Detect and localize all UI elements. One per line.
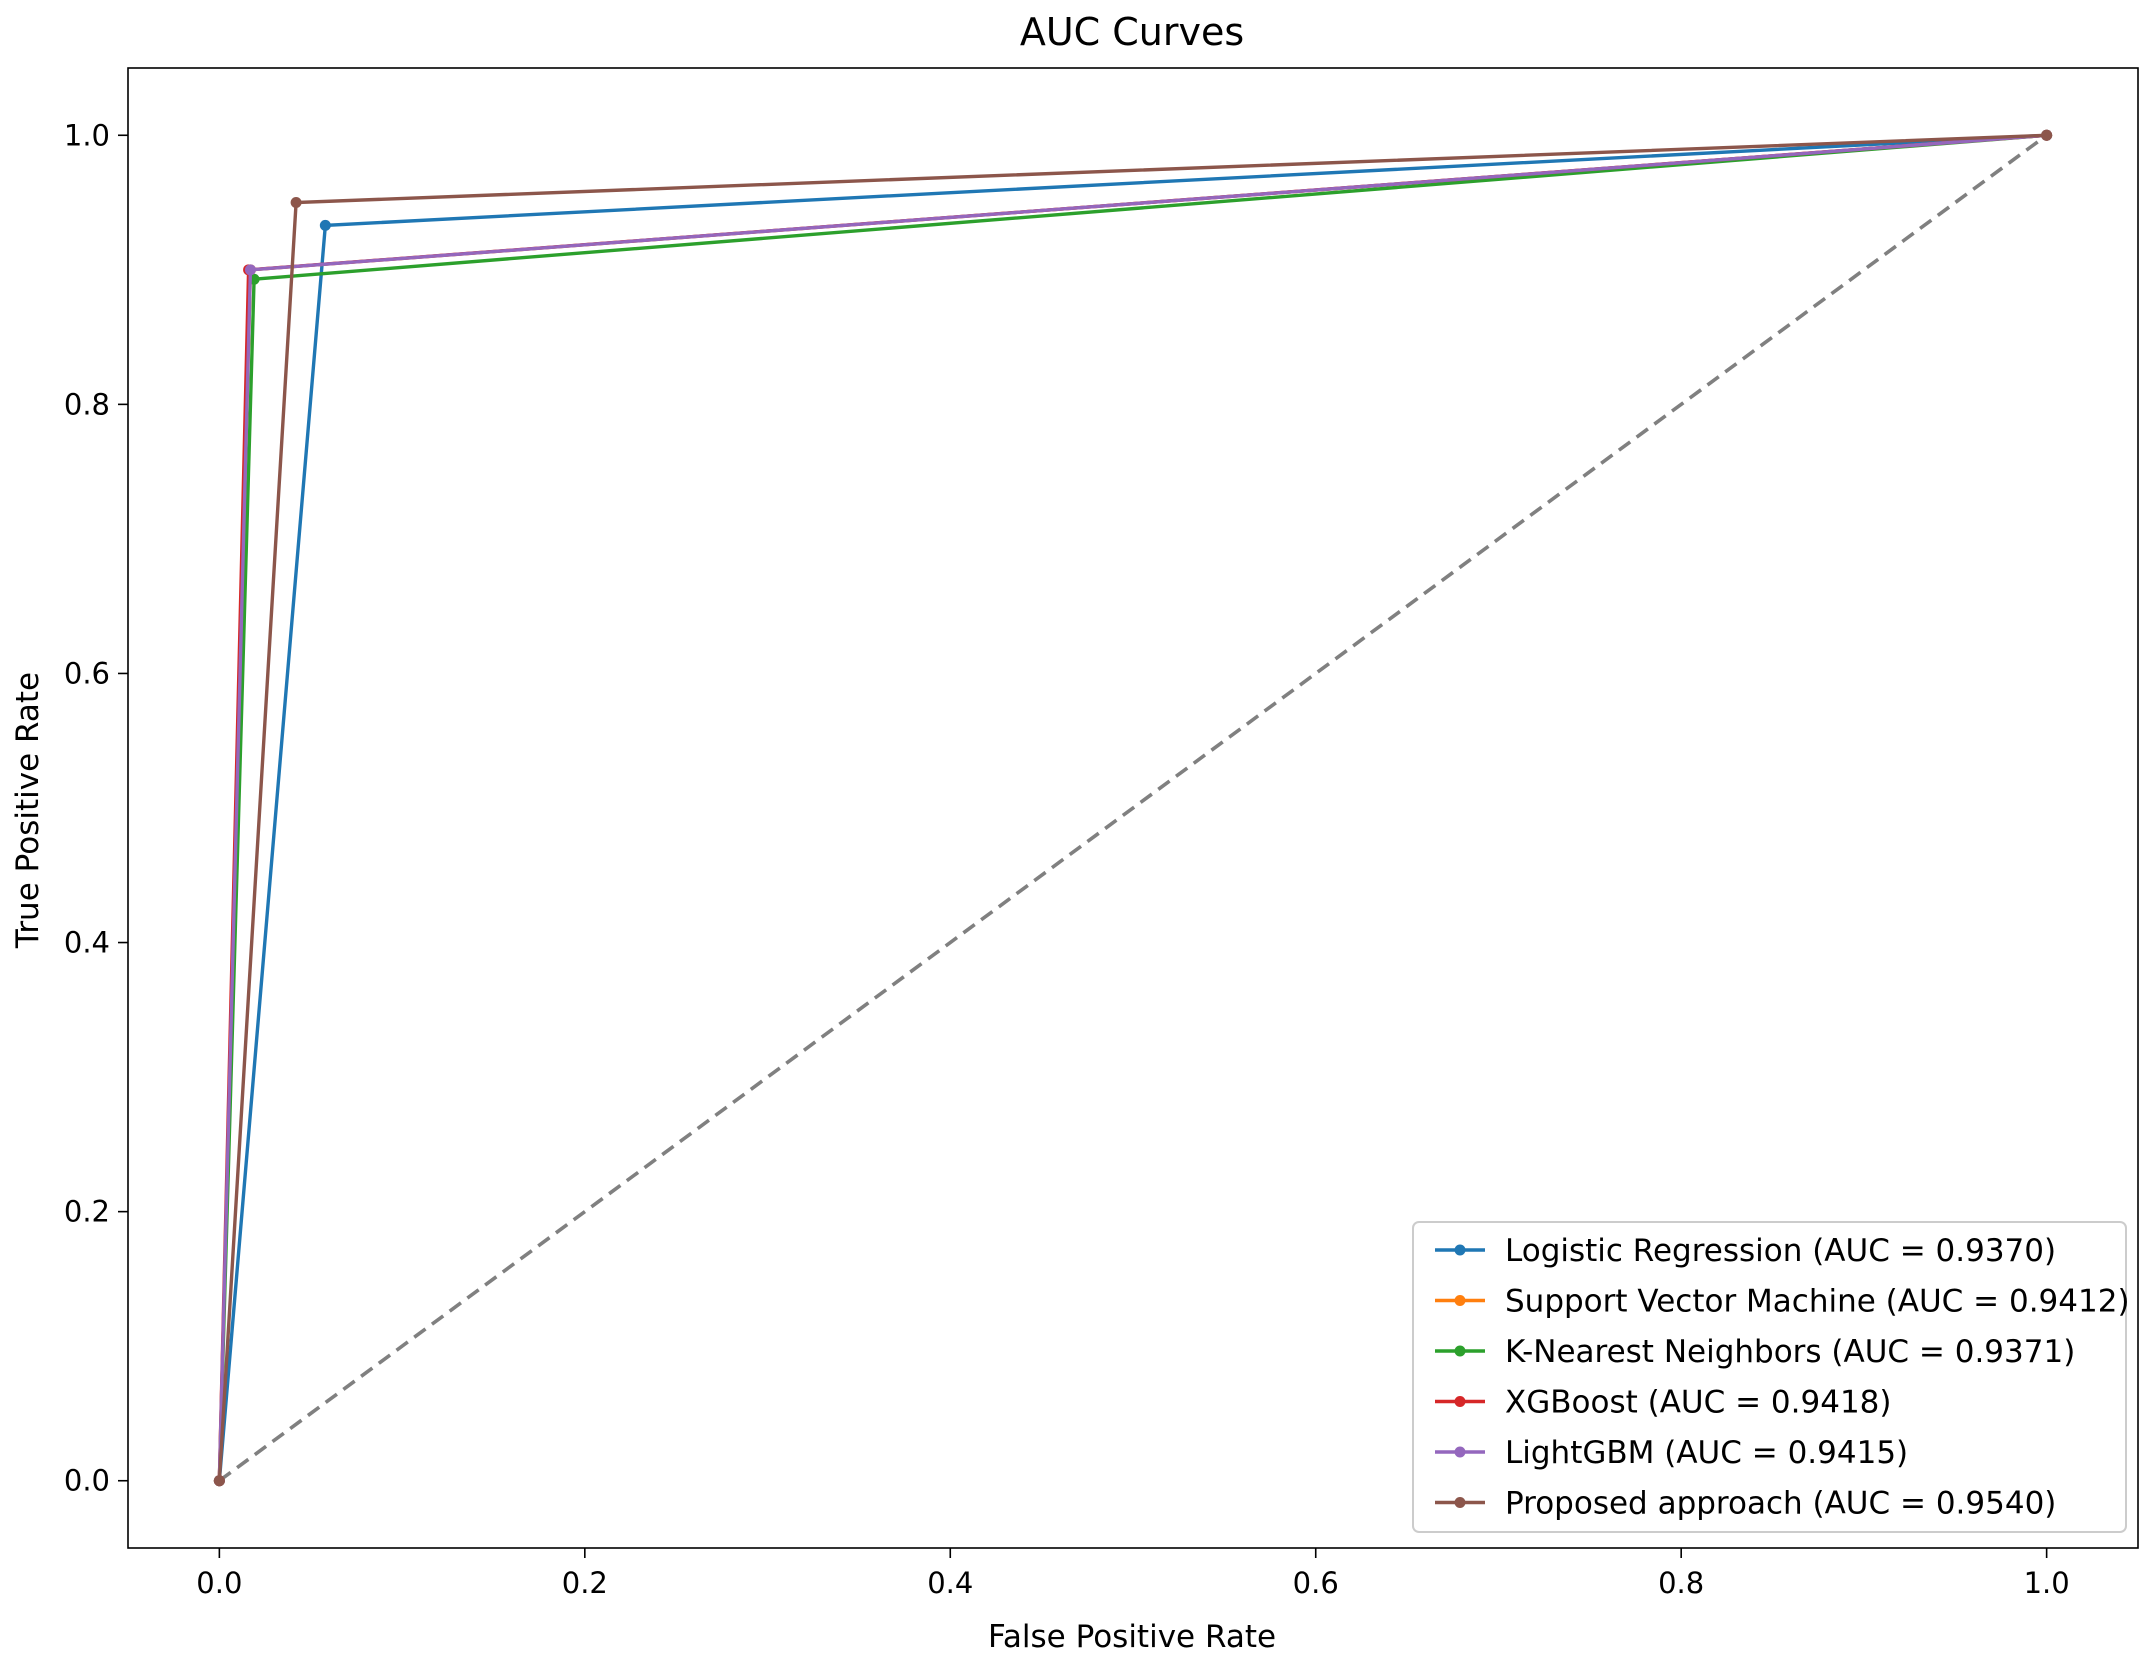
y-tick-label: 0.8 xyxy=(64,387,110,421)
data-point xyxy=(2041,129,2053,141)
x-tick-label: 0.2 xyxy=(562,1566,608,1600)
data-point xyxy=(290,197,302,209)
x-tick-label: 1.0 xyxy=(2024,1566,2070,1600)
plot-area xyxy=(127,67,2139,1549)
y-tick-label: 0.4 xyxy=(64,926,110,960)
legend-label: K-Nearest Neighbors (AUC = 0.9371) xyxy=(1505,1334,2075,1370)
diagonal-reference-line xyxy=(218,133,2048,1483)
x-tick-label: 0.8 xyxy=(1658,1566,1704,1600)
legend-label: Support Vector Machine (AUC = 0.9412) xyxy=(1505,1284,2130,1320)
legend-swatch-marker xyxy=(1454,1244,1466,1256)
legend-label: XGBoost (AUC = 0.9418) xyxy=(1505,1385,1892,1421)
chart-title: AUC Curves xyxy=(1020,10,1244,54)
y-axis-label: True Positive Rate xyxy=(10,672,46,949)
legend-label: LightGBM (AUC = 0.9415) xyxy=(1505,1435,1908,1471)
y-tick-label: 0.2 xyxy=(64,1195,110,1229)
y-tick-label: 0.0 xyxy=(64,1464,110,1498)
legend-swatch-marker xyxy=(1454,1497,1466,1508)
x-tick-label: 0.4 xyxy=(927,1566,973,1600)
y-tick-label: 1.0 xyxy=(64,118,110,152)
y-axis: 0.0 0.2 0.4 0.6 0.8 1.0 xyxy=(64,118,128,1498)
data-point xyxy=(213,1475,225,1487)
legend-label: Logistic Regression (AUC = 0.9370) xyxy=(1505,1233,2056,1269)
legend-entry: Proposed approach (AUC = 0.9540) xyxy=(1435,1486,2056,1522)
y-tick-label: 0.6 xyxy=(64,656,110,690)
legend-swatch-marker xyxy=(1454,1295,1466,1306)
legend-entry: Logistic Regression (AUC = 0.9370) xyxy=(1435,1233,2056,1269)
x-axis-label: False Positive Rate xyxy=(988,1619,1276,1655)
legend-label: Proposed approach (AUC = 0.9540) xyxy=(1505,1486,2056,1522)
legend-entry: LightGBM (AUC = 0.9415) xyxy=(1435,1435,1908,1471)
data-point xyxy=(244,264,256,276)
legend-box xyxy=(1412,1221,2127,1533)
legend-entry: Support Vector Machine (AUC = 0.9412) xyxy=(1435,1284,2130,1320)
legend-swatch-marker xyxy=(1454,1396,1466,1407)
legend-entry: XGBoost (AUC = 0.9418) xyxy=(1435,1385,1892,1421)
legend-swatch-marker xyxy=(1454,1446,1466,1458)
legend-swatch-marker xyxy=(1454,1345,1466,1357)
x-tick-label: 0.0 xyxy=(196,1566,242,1600)
x-tick-label: 0.6 xyxy=(1293,1566,1339,1600)
series-5 xyxy=(213,129,2053,1487)
x-axis: 0.0 0.2 0.4 0.6 0.8 1.0 xyxy=(196,1548,2070,1600)
plot-frame xyxy=(127,67,2139,1549)
legend: Logistic Regression (AUC = 0.9370) Suppor… xyxy=(1412,1221,2130,1533)
legend-entry: K-Nearest Neighbors (AUC = 0.9371) xyxy=(1435,1334,2075,1370)
data-point xyxy=(319,219,331,231)
